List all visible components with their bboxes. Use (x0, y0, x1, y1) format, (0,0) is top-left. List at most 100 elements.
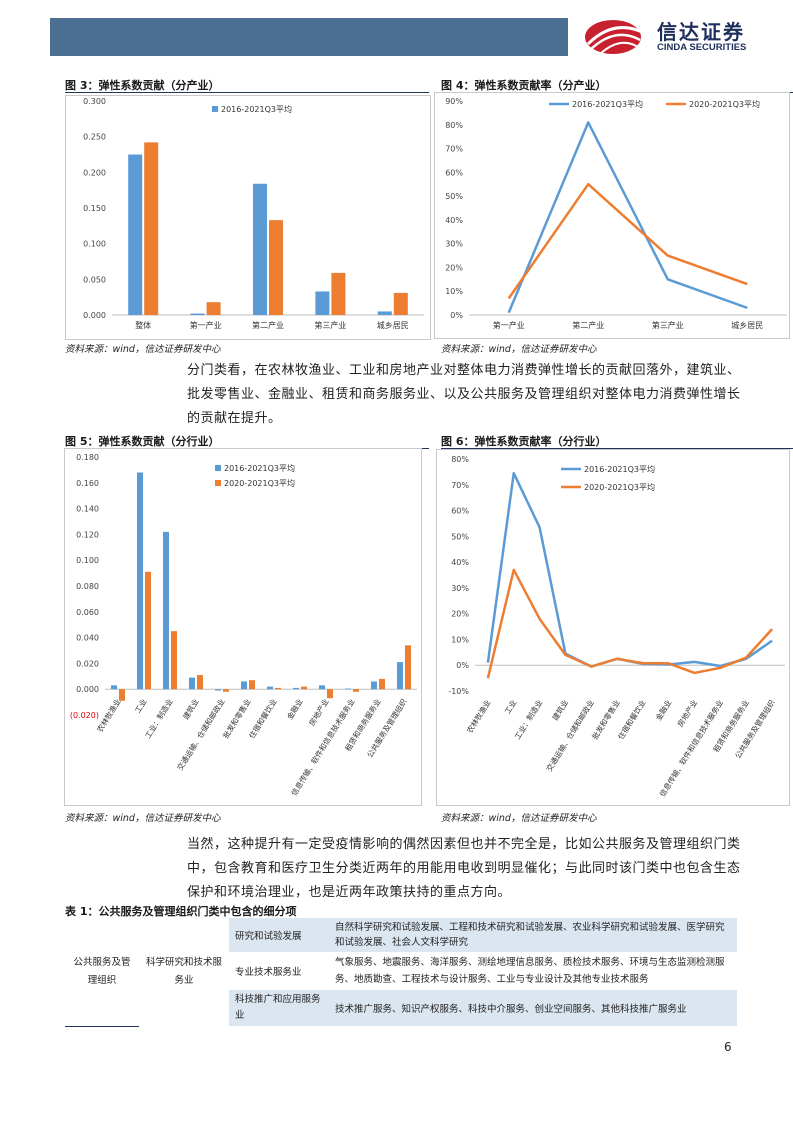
bar-1 (345, 688, 351, 690)
bar-2 (379, 678, 385, 690)
y-tick-label: 0.000 (83, 311, 106, 320)
y-tick-label: 0.000 (76, 685, 99, 694)
x-tick-label: 建筑业 (180, 696, 201, 721)
logo-text-cn: 信达证券 (657, 20, 745, 44)
figure-6-title: 图 6：弹性系数贡献率（分行业） (441, 435, 607, 448)
figure-4-chart: 0% 10% 20% 30% 40% 50% 60% 70% 80% 90% 第一产业 第二产业 第三产… (434, 92, 790, 339)
x-tick-label: 第一产业 (190, 320, 222, 330)
x-tick-label: 工业 (132, 696, 149, 714)
table-subcat-name: 研究和试验发展 (229, 918, 329, 952)
y-tick-label: 0.160 (76, 479, 99, 488)
y-tick-label: 0.080 (76, 582, 99, 591)
table-row: 公共服务及管理组织 科学研究和技术服务业 研究和试验发展 自然科学研究和试验发展… (65, 918, 737, 1027)
y-tick-label: 0.040 (76, 634, 99, 643)
bar-1 (253, 183, 267, 315)
legend-label: 2020-2021Q3平均 (689, 99, 760, 109)
y-tick-label: 0.100 (83, 240, 106, 249)
bar-1 (267, 686, 273, 690)
legend-label: 2016-2021Q3平均 (221, 104, 292, 114)
bar-2 (405, 645, 411, 690)
cinda-logo-icon (585, 20, 643, 55)
figure-5-title: 图 5：弹性系数贡献（分行业） (65, 435, 220, 448)
y-tick-label: (0.020) (70, 711, 99, 720)
bar-2 (275, 687, 281, 690)
legend-label: 2020-2021Q3平均 (224, 478, 295, 488)
figure-6-rule (441, 448, 793, 449)
figure-3-title: 图 3：弹性系数贡献（分产业） (65, 79, 220, 92)
page-number: 6 (724, 1040, 732, 1054)
y-tick-label: 10% (451, 635, 469, 644)
bar-2 (144, 142, 159, 315)
y-tick-label: 0.050 (83, 275, 106, 284)
bar-2 (197, 675, 203, 690)
bar-2 (249, 680, 255, 690)
table-col2-cell: 科学研究和技术服务业 (145, 957, 222, 986)
y-tick-label: 0.120 (76, 530, 99, 539)
y-tick-label: 90% (445, 97, 463, 106)
y-tick-label: 60% (445, 168, 463, 177)
bar-1 (397, 662, 403, 690)
y-tick-label: 70% (445, 145, 463, 154)
y-tick-label: 0.300 (83, 97, 106, 106)
bar-2 (301, 686, 307, 690)
figure-5-chart: (0.020) 0.000 0.020 0.040 0.060 0.080 0.100 0.1… (64, 448, 422, 806)
y-tick-label: 10% (445, 287, 463, 296)
bar-1 (163, 531, 169, 690)
y-tick-label: -10% (448, 687, 469, 696)
bar-2 (393, 292, 408, 315)
figure-3-source: 资料来源：wind，信达证券研发中心 (65, 344, 221, 355)
bar-1 (371, 681, 377, 690)
body-paragraph-1: 分门类看，在农林牧渔业、工业和房地产业对整体电力消费弹性增长的贡献回落外，建筑业… (187, 363, 741, 426)
y-tick-label: 70% (451, 481, 469, 490)
table-subcat-detail: 气象服务、地震服务、海洋服务、测绘地理信息服务、质检技术服务、环境与生态监测检测… (335, 957, 725, 985)
y-tick-label: 0.020 (76, 659, 99, 668)
x-tick-label: 房地产业 (306, 696, 331, 727)
series-line-2 (507, 182, 748, 300)
bar-2 (206, 302, 221, 315)
table-subcat-detail: 自然科学研究和试验发展、工程和技术研究和试验发展、农业科学研究和试验发展、医学研… (329, 918, 737, 952)
legend-swatch (66, 95, 72, 96)
bar-1 (377, 311, 392, 315)
y-tick-label: 0.060 (76, 608, 99, 617)
x-tick-label: 农林牧渔业 (464, 697, 493, 735)
y-tick-label: 20% (451, 610, 469, 619)
figure-6-source: 资料来源：wind，信达证券研发中心 (441, 813, 597, 824)
y-tick-label: 30% (445, 240, 463, 249)
x-tick-label: 第二产业 (252, 320, 284, 330)
x-tick-label: 第一产业 (493, 320, 525, 330)
legend-swatch (215, 480, 221, 486)
x-tick-label: 房地产业 (675, 697, 700, 728)
x-tick-label: 交通运输、仓储和邮政业 (174, 696, 226, 772)
x-tick-label: 金融业 (284, 696, 305, 721)
legend-label: 2020-2021Q3平均 (584, 482, 655, 492)
header-bar (50, 18, 568, 56)
x-tick-label: 第二产业 (572, 320, 604, 330)
y-tick-label: 40% (451, 558, 469, 567)
x-tick-label: 建筑业 (550, 697, 571, 722)
y-tick-label: 80% (451, 455, 469, 464)
y-tick-label: 30% (451, 584, 469, 593)
x-tick-label: 整体 (135, 320, 151, 330)
series-line-1 (507, 121, 748, 314)
x-tick-label: 城乡居民 (731, 321, 763, 330)
legend-swatch (212, 106, 218, 112)
bar-1 (190, 313, 205, 315)
body-paragraph-2: 当然，这种提升有一定受疫情影响的偶然因素但也并不完全是，比如公共服务及管理组织门… (187, 837, 741, 900)
table-subcat-name: 科技推广和应用服务业 (229, 990, 329, 1026)
bar-2 (269, 220, 283, 315)
bar-2 (331, 272, 346, 315)
y-tick-label: 50% (445, 192, 463, 201)
bar-1 (319, 685, 325, 690)
bar-2 (171, 631, 177, 690)
figure-5-source: 资料来源：wind，信达证券研发中心 (65, 813, 221, 824)
y-tick-label: 50% (451, 532, 469, 541)
table-row: 科技推广和应用服务业 技术推广服务、知识产权服务、科技中介服务、创业空间服务、其… (65, 990, 737, 1026)
table-1: 公共服务及管理组织 科学研究和技术服务业 研究和试验发展 自然科学研究和试验发展… (65, 918, 737, 1027)
y-tick-label: 0% (450, 311, 463, 320)
legend-label: 2016-2021Q3平均 (572, 99, 643, 109)
y-tick-label: 80% (445, 121, 463, 130)
y-tick-label: 20% (445, 263, 463, 272)
table-1-title: 表 1：公共服务及管理组织门类中包含的细分项 (65, 905, 297, 918)
x-tick-label: 工业 (502, 697, 519, 715)
series-line-2 (486, 568, 774, 679)
